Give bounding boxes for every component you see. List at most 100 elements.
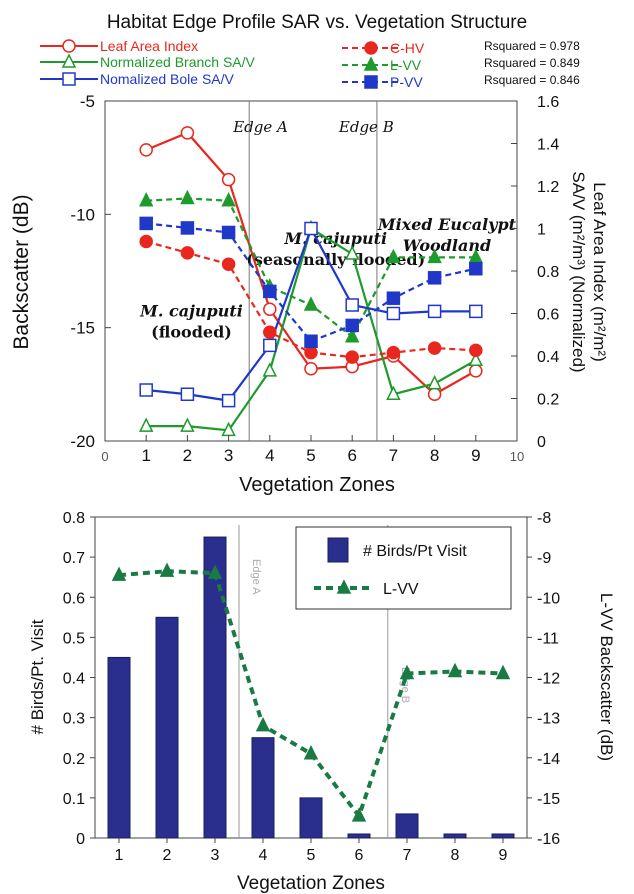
bar [107, 656, 131, 839]
y-axis-label-left: Backscatter (dB) [10, 194, 33, 349]
data-point [427, 341, 442, 355]
bar [299, 797, 323, 839]
data-point-bottom [351, 807, 367, 822]
legend-marker-line [336, 579, 352, 594]
x-tick-label: 0 [101, 449, 108, 464]
zone-annotation-line: Woodland [403, 236, 491, 255]
rsquared-value: Rsquared = 0.978 [484, 39, 580, 53]
x-tick-label: 10 [510, 449, 524, 464]
y-tick-label-right: 0 [537, 434, 546, 451]
y-tick-label-left: -15 [70, 319, 95, 338]
x-tick-label-bottom: 4 [259, 847, 268, 864]
legend-label: L-VV [390, 57, 422, 73]
data-point [221, 393, 236, 408]
data-point [263, 284, 277, 299]
data-point [221, 192, 236, 207]
x-tick-label: 3 [224, 446, 233, 465]
data-point [263, 302, 277, 316]
data-point-bottom [303, 745, 319, 760]
legend-marker [363, 56, 379, 71]
x-tick-label-bottom: 8 [451, 847, 460, 864]
y-tick-label-right-bottom: -9 [537, 550, 551, 567]
data-point [139, 143, 153, 157]
y-tick-label-right-bottom: -12 [537, 671, 560, 688]
y-tick-label-left-bottom: 0.4 [63, 671, 85, 688]
y-tick-label-left: -5 [80, 92, 95, 111]
rsquared-list: Rsquared = 0.978 Rsquared = 0.849 Rsquared… [484, 39, 580, 87]
y-tick-label-right-bottom: -8 [537, 510, 551, 527]
y-tick-label-left-bottom: 0.7 [63, 550, 85, 567]
y-tick-label-right: 0.4 [537, 349, 559, 366]
x-tick-label-bottom: 5 [307, 847, 316, 864]
legend-marker [364, 41, 378, 55]
edge-label: Edge B [338, 118, 394, 136]
bar [491, 833, 515, 839]
legend-label: Normalized Branch SA/V [100, 54, 256, 70]
x-tick-label: 1 [141, 446, 150, 465]
top-chart: Habitat Edge Profile SAR vs. Vegetation … [10, 12, 609, 496]
data-point [386, 385, 401, 400]
y-tick-label-right: 0.6 [537, 307, 559, 324]
data-point [304, 221, 318, 236]
bar [155, 616, 179, 839]
data-point [386, 291, 401, 305]
data-point [344, 328, 360, 343]
data-point [304, 334, 318, 349]
axes: 0 1 2 3 4 5 6 7 8 9 10 -5 -10 -15 -20 0 0.2 0.4 0.6 0.8 1 1.2… [70, 92, 559, 465]
data-point [138, 192, 154, 207]
zone-annotation-line: (flooded) [151, 322, 232, 341]
data-point [221, 225, 236, 240]
y-tick-label-left-bottom: 0.5 [63, 630, 85, 647]
data-point [180, 417, 195, 432]
y-tick-label-right: 1.6 [537, 94, 559, 111]
data-point [386, 306, 401, 321]
series-line [146, 222, 477, 343]
axes-bottom: 1 2 3 4 5 6 7 8 9 0 0.1 0.2 0.3 0.4 0.5 0.6 0.7 0.8 -8 -9 -1… [63, 510, 560, 864]
data-point [139, 234, 153, 249]
y-tick-label-left-bottom: 0.8 [63, 510, 85, 527]
series-line-bottom [118, 569, 504, 821]
y-tick-label-right-bottom: -15 [537, 791, 560, 808]
zone-annotation-line: M. cajuputi [283, 229, 387, 248]
x-tick-label-bottom: 6 [355, 847, 364, 864]
data-point [427, 387, 442, 401]
x-tick-label-bottom: 1 [115, 847, 124, 864]
x-tick-label: 2 [183, 446, 192, 465]
bar [203, 536, 227, 839]
y-tick-label-right: 1 [537, 222, 546, 239]
y-tick-label-right-bottom: -13 [537, 711, 560, 728]
data-point [427, 374, 442, 390]
data-point [468, 351, 484, 366]
data-point [263, 325, 277, 339]
data-point [221, 257, 236, 271]
data-point [304, 362, 318, 376]
x-axis-label: Vegetation Zones [239, 474, 395, 496]
y-tick-label-right-bottom: -14 [537, 751, 560, 768]
data-point [138, 417, 154, 432]
bar-layer [107, 536, 515, 839]
data-point [304, 345, 318, 360]
legend-label: Leaf Area Index [100, 38, 198, 54]
data-point [221, 172, 236, 187]
y-tick-label-left-bottom: 0.3 [63, 711, 85, 728]
x-tick-label: 4 [265, 446, 274, 465]
y-tick-label-right-bottom: -16 [537, 831, 560, 848]
data-point [180, 189, 195, 205]
y-tick-label-right: 0.2 [537, 392, 559, 409]
edge-lines: Edge A Edge B [232, 101, 394, 441]
x-tick-label: 7 [389, 446, 398, 465]
legend-swatch-bar [327, 537, 349, 563]
data-point-bottom [111, 566, 127, 581]
y-tick-label-left-bottom: 0.2 [63, 751, 85, 768]
plot-frame [104, 100, 518, 442]
data-point [345, 350, 359, 364]
y-tick-label-left-bottom: 0 [76, 831, 85, 848]
x-tick-label: 5 [306, 446, 315, 465]
data-point-bottom [207, 564, 223, 579]
legend-label: C-HV [390, 40, 425, 56]
y-tick-label-right: 1.4 [537, 137, 559, 154]
data-point [263, 338, 277, 353]
y-tick-label-left-bottom: 0.1 [63, 791, 85, 808]
legend-label: Nomalized Bole SA/V [100, 71, 235, 87]
